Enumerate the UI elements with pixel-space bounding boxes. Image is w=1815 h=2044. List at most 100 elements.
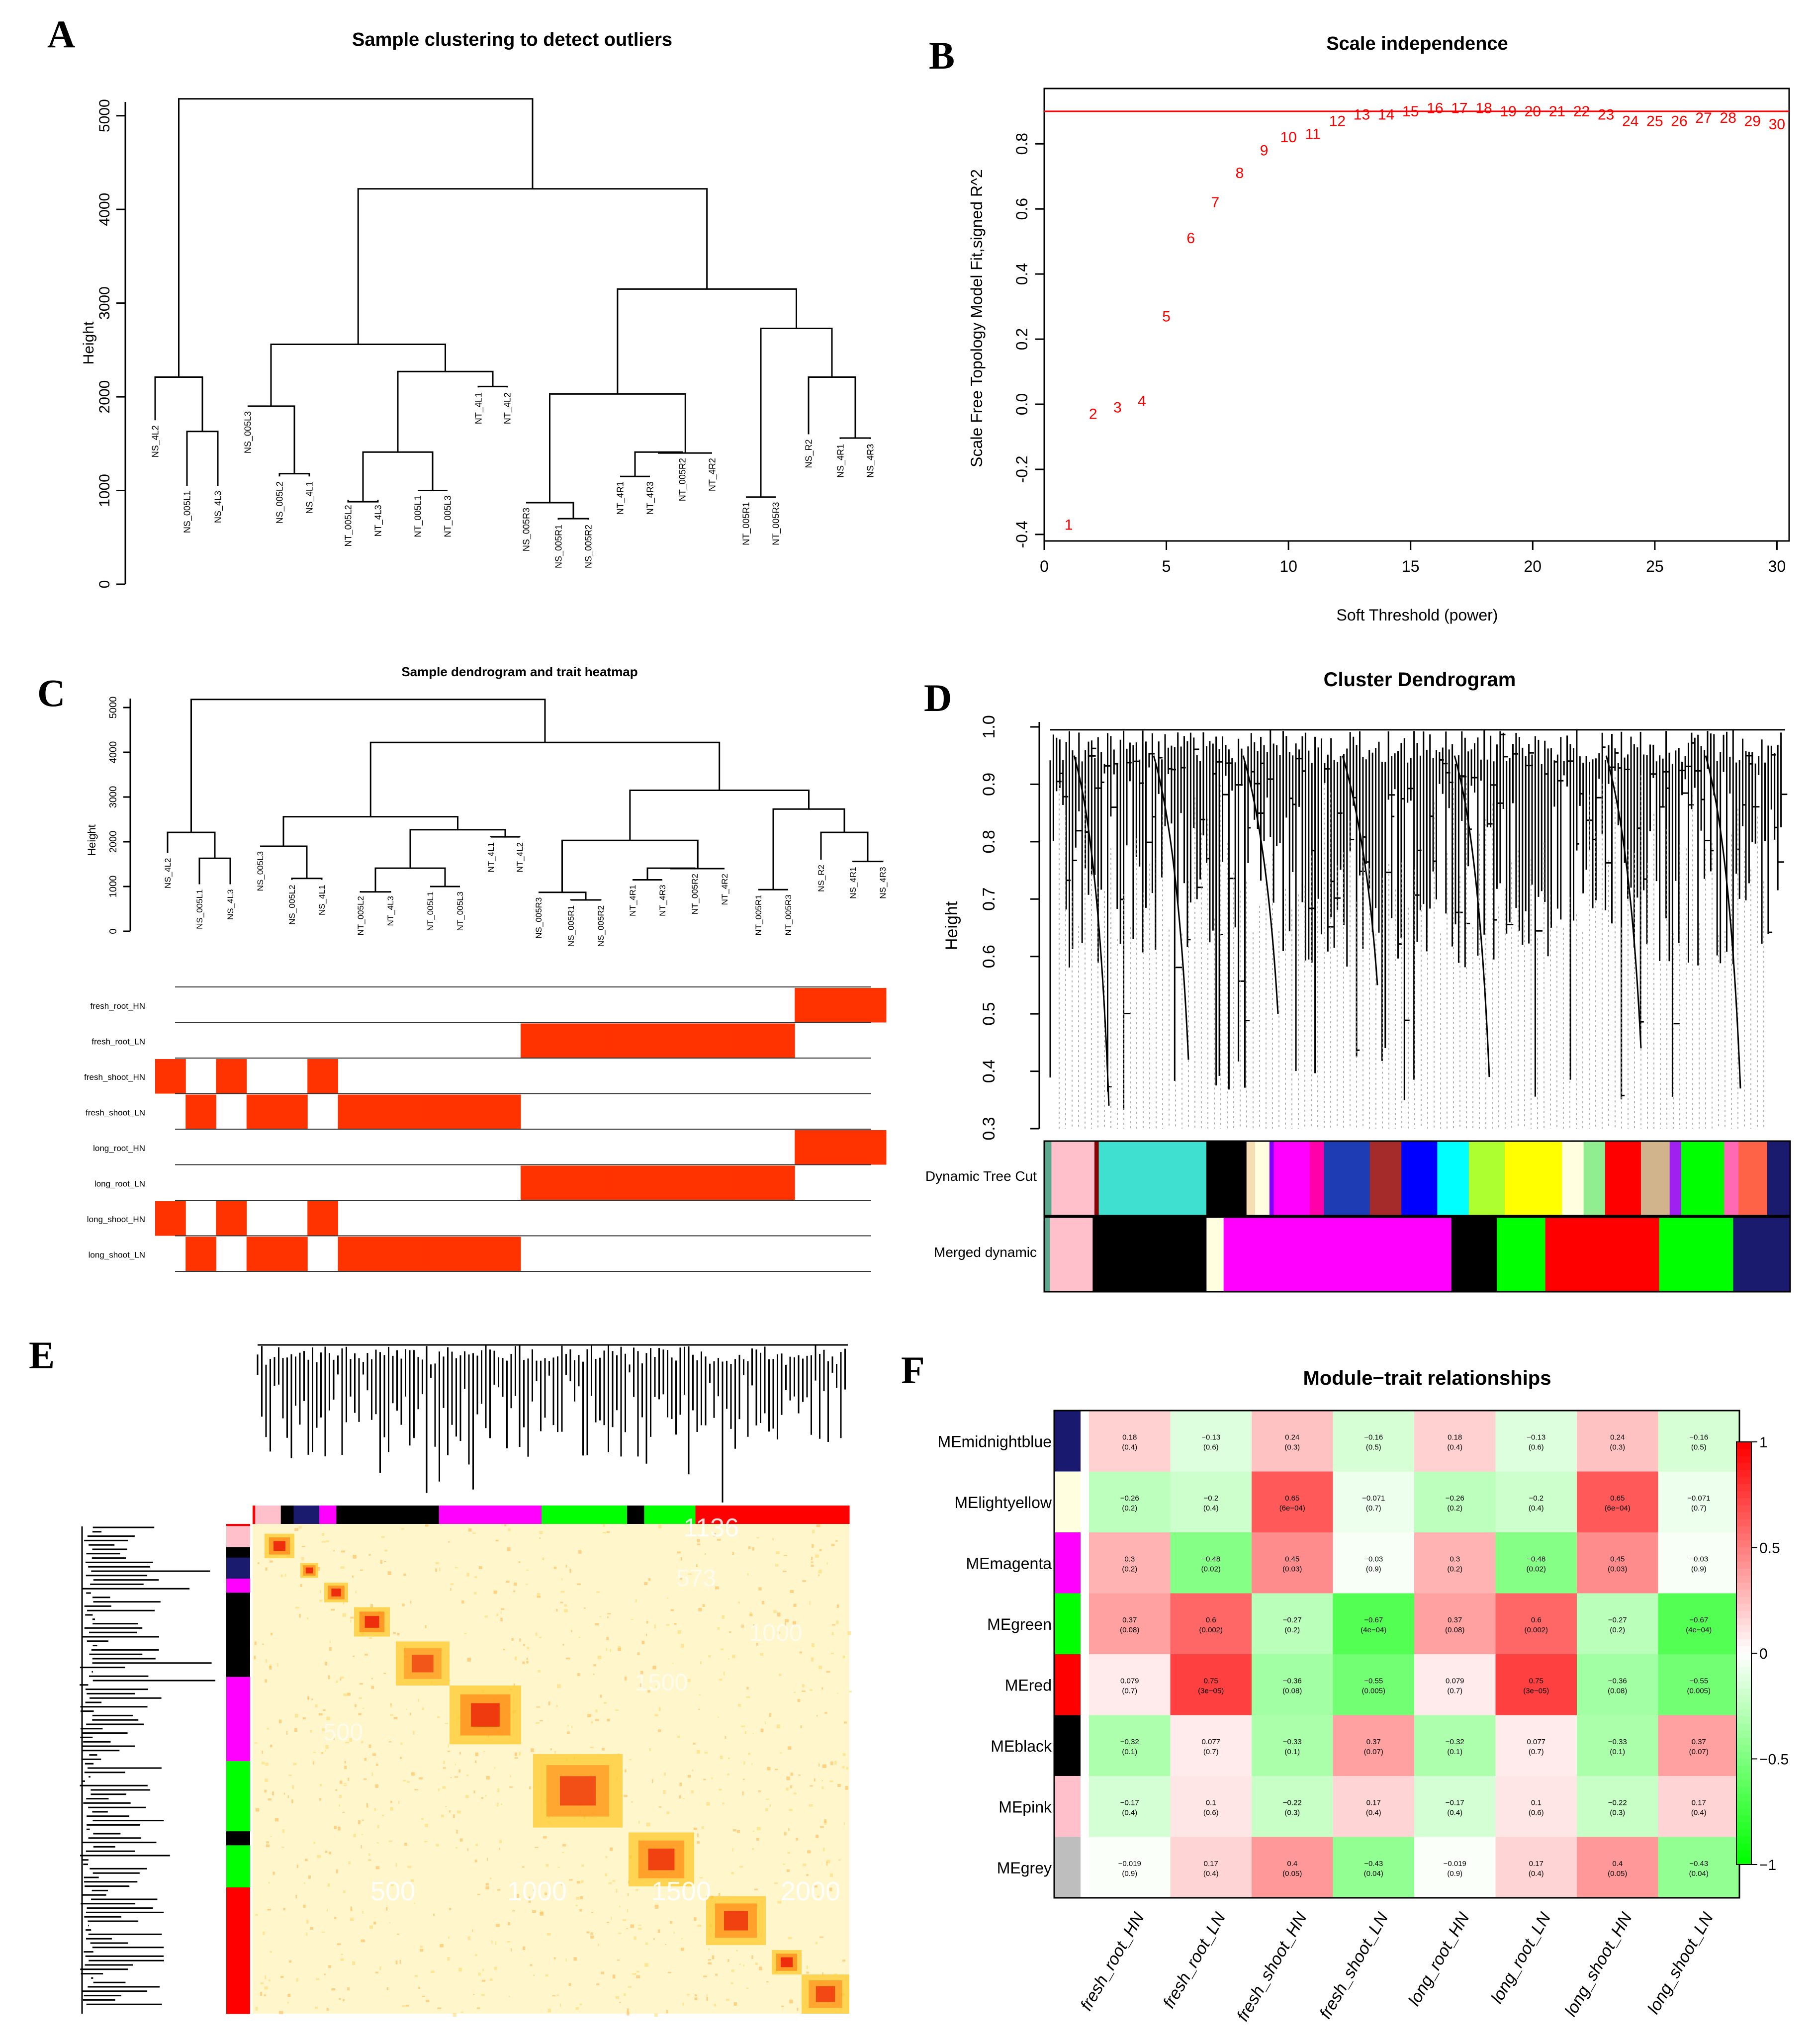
- f-cell-value: −0.13: [1201, 1433, 1220, 1441]
- e-speckle: [717, 1627, 720, 1630]
- e-speckle: [376, 1842, 379, 1844]
- e-speckle: [591, 1912, 593, 1913]
- f-cell-MEblack-fresh_shoot_LN: [1333, 1715, 1415, 1777]
- e-speckle: [466, 1774, 469, 1777]
- e-speckle: [681, 1938, 683, 1940]
- e-speckle: [715, 1586, 719, 1590]
- d-ytick-label-0.9: 0.9: [980, 773, 998, 796]
- e-speckle: [459, 1752, 461, 1755]
- e-speckle: [717, 1538, 721, 1541]
- f-legend-step: [1736, 1463, 1751, 1471]
- e-speckle: [398, 1801, 400, 1804]
- panel-e: E 1136 573 1000 1500 500 500 1000 1500 2…: [29, 1333, 852, 2017]
- f-cell-MEmagenta-fresh_root_HN: [1089, 1532, 1171, 1594]
- c-leaf-NT_005R3: NT_005R3: [784, 894, 793, 935]
- e-speckle: [842, 1766, 845, 1769]
- f-legend-step: [1736, 1829, 1751, 1837]
- e-speckle: [823, 1848, 825, 1852]
- e-top-segment-5: [336, 1506, 440, 1524]
- e-speckle: [353, 1656, 355, 1657]
- e-speckle: [692, 1770, 694, 1772]
- e-speckle: [601, 1971, 604, 1974]
- a-leaf-NT_4R3: NT_4R3: [645, 481, 655, 515]
- f-cell-MElightyellow-fresh_shoot_LN: [1333, 1471, 1415, 1533]
- a-leaf-NS_005R2: NS_005R2: [583, 525, 594, 568]
- e-speckle: [829, 1780, 833, 1782]
- e-speckle: [802, 1684, 805, 1688]
- panel-c-ylabel: Height: [86, 824, 98, 856]
- e-speckle: [765, 1721, 766, 1724]
- b-point-17: 17: [1451, 100, 1467, 116]
- e-speckle: [553, 1957, 556, 1959]
- e-speckle: [587, 1714, 591, 1718]
- e-speckle: [268, 1979, 271, 1981]
- e-speckle: [380, 1560, 382, 1564]
- f-row-color-MEmidnightblue: [1054, 1411, 1081, 1472]
- f-cell-value: 0.65: [1285, 1494, 1299, 1503]
- e-speckle: [475, 1752, 478, 1757]
- e-speckle: [371, 1772, 373, 1777]
- e-speckle: [845, 1785, 848, 1790]
- c-trait-cell-fresh_root_LN-NT_005R1: [733, 1023, 765, 1058]
- f-cell-pvalue: (0.002): [1524, 1626, 1548, 1634]
- f-cell-pvalue: (0.08): [1120, 1626, 1139, 1634]
- f-cell-value: 0.17: [1366, 1798, 1381, 1807]
- e-speckle: [340, 1678, 342, 1681]
- e-speckle: [652, 1779, 653, 1783]
- e-speckle: [420, 1946, 423, 1948]
- e-speckle: [289, 1960, 292, 1963]
- f-legend-step: [1736, 1836, 1751, 1844]
- d-dynamic-segment-7: [1269, 1141, 1274, 1216]
- e-speckle: [373, 1921, 376, 1925]
- e-speckle: [530, 1964, 533, 1966]
- e-speckle: [331, 1608, 335, 1611]
- f-cell-MElightyellow-fresh_root_LN: [1170, 1471, 1252, 1533]
- f-cell-value: 0.079: [1120, 1677, 1139, 1685]
- e-speckle: [830, 1653, 834, 1654]
- e-speckle: [646, 1621, 648, 1624]
- e-speckle: [508, 1528, 511, 1531]
- b-xtick-label-20: 20: [1524, 557, 1542, 575]
- e-speckle: [435, 1568, 437, 1572]
- e-speckle: [807, 1850, 811, 1854]
- e-speckle: [679, 1782, 682, 1786]
- c-merge-2: [260, 845, 308, 879]
- e-speckle: [265, 1763, 269, 1766]
- panel-c-y-ticks: 0 1000 2000 3000 4000 5000: [108, 697, 130, 934]
- e-speckle: [262, 1643, 264, 1645]
- e-speckle: [355, 1704, 357, 1707]
- e-speckle: [619, 2002, 621, 2003]
- f-cell-value: −0.17: [1120, 1798, 1139, 1807]
- f-legend-step: [1736, 1857, 1751, 1865]
- d-cluster-3: [1342, 755, 1378, 985]
- f-cell-pvalue: (0.4): [1203, 1869, 1219, 1878]
- e-speckle: [307, 1696, 309, 1700]
- f-cell-pvalue: (6e−04): [1279, 1504, 1305, 1512]
- e-speckle: [384, 1550, 388, 1552]
- e-speckle: [786, 1787, 789, 1791]
- d-dynamic-segment-5: [1246, 1141, 1256, 1216]
- e-speckle: [777, 1900, 782, 1904]
- e-speckle: [703, 1778, 706, 1780]
- e-speckle: [738, 1601, 740, 1603]
- e-speckle: [372, 1753, 376, 1756]
- c-trait-cell-fresh_shoot_LN-NT_4L2: [490, 1094, 521, 1129]
- e-speckle: [644, 1963, 648, 1967]
- f-cell-MEgreen-fresh_shoot_LN: [1333, 1593, 1415, 1655]
- e-speckle: [283, 1792, 285, 1795]
- e-speckle: [280, 1976, 284, 1978]
- c-leaf-NS_005R1: NS_005R1: [566, 905, 576, 947]
- panel-a-y-ticks: 0 1000 2000 3000 4000 5000: [96, 99, 125, 588]
- e-speckle: [818, 1666, 822, 1669]
- e-speckle: [624, 1794, 628, 1797]
- e-speckle: [260, 1982, 264, 1984]
- e-speckle: [406, 1708, 407, 1710]
- panel-e-tick-1000: 1000: [507, 1876, 567, 1906]
- e-speckle: [513, 1582, 517, 1586]
- e-speckle: [422, 1995, 425, 1997]
- d-cluster-0: [1073, 755, 1110, 1106]
- c-trait-cell-long_shoot_LN-NT_005L3: [429, 1237, 460, 1271]
- f-legend-step: [1736, 1646, 1751, 1654]
- f-cell-value: 0.24: [1610, 1433, 1625, 1441]
